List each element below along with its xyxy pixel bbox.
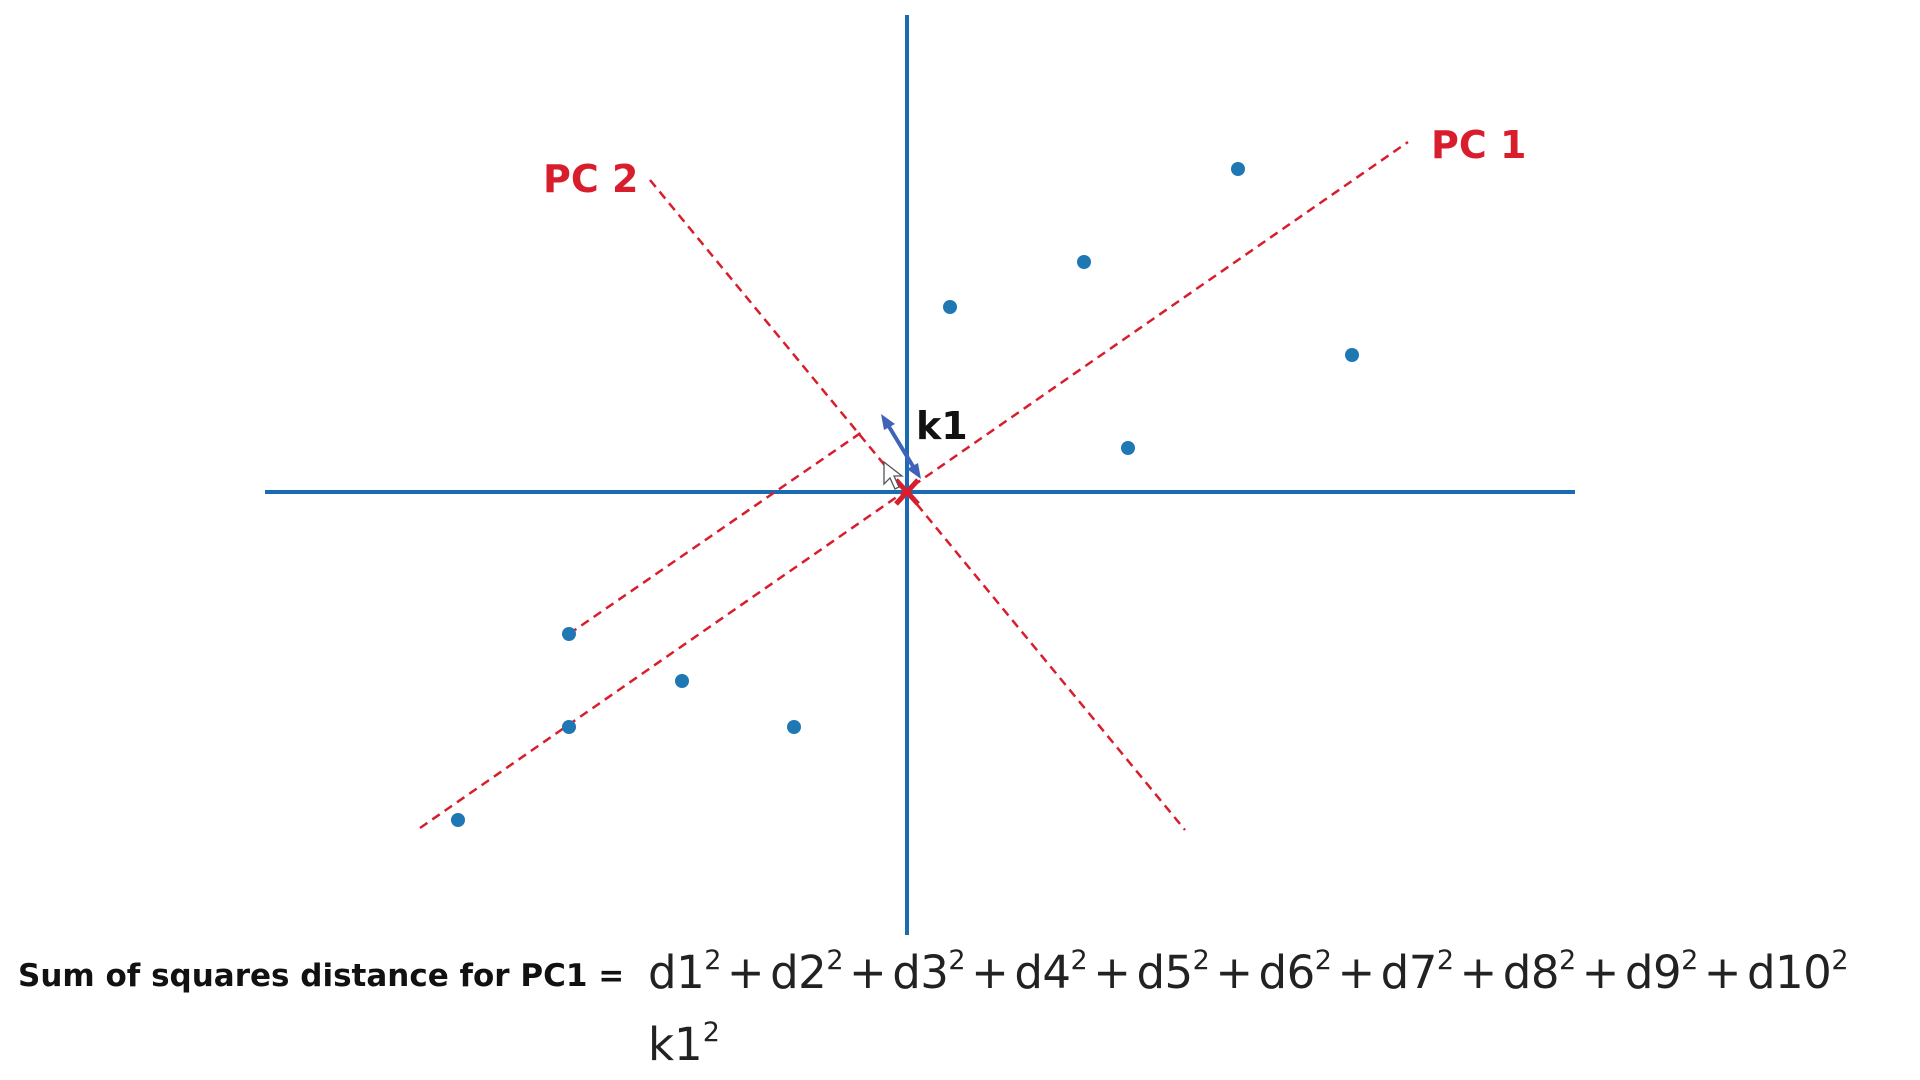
- data-points: [451, 162, 1359, 827]
- data-point: [787, 720, 801, 734]
- formula-term: d62: [1258, 945, 1332, 999]
- formula-term: d12: [648, 945, 721, 999]
- projection-line: [568, 430, 863, 636]
- formula-lhs: Sum of squares distance for PC1 =: [18, 958, 625, 994]
- origin-marker: [894, 478, 920, 506]
- pc2-line: [649, 179, 1186, 831]
- data-point: [675, 674, 689, 688]
- data-point: [1121, 441, 1135, 455]
- pc2-label: PC 2: [543, 157, 638, 201]
- formula-term: d82: [1502, 945, 1576, 999]
- k1-arrow: [881, 414, 921, 479]
- formula-term: d92: [1624, 945, 1698, 999]
- formula-rhs: d12 + d22 + d32 + d42 + d52 + d62 + d72 + d82 + d92 + d102: [648, 945, 1849, 999]
- data-point: [562, 627, 576, 641]
- formula-term: d42: [1014, 945, 1088, 999]
- formula-term: d102: [1746, 945, 1849, 999]
- formula-line2: k12: [648, 1017, 720, 1071]
- data-point: [1077, 255, 1091, 269]
- data-point: [562, 720, 576, 734]
- cursor-icon: [883, 460, 904, 490]
- data-point: [1345, 348, 1359, 362]
- formula-term: d32: [892, 945, 966, 999]
- data-point: [943, 300, 957, 314]
- formula-term: d72: [1380, 945, 1454, 999]
- formula-term: d52: [1136, 945, 1210, 999]
- formula-term: d22: [770, 945, 843, 999]
- data-point: [451, 813, 465, 827]
- k1-label: k1: [916, 404, 968, 448]
- pc1-label: PC 1: [1431, 123, 1526, 167]
- data-point: [1231, 162, 1245, 176]
